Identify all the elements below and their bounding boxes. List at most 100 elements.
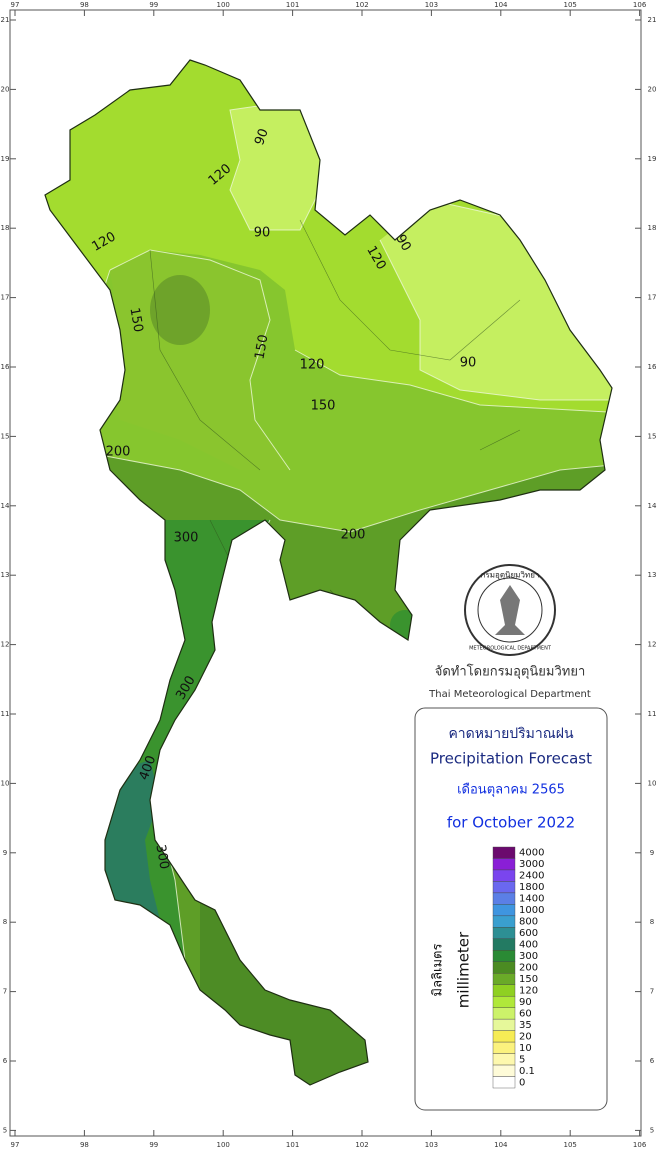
- lon-label: 103: [425, 1141, 438, 1149]
- lat-label: 15: [1, 432, 10, 440]
- agency-english: Thai Meteorological Department: [428, 689, 591, 700]
- lat-label: 13: [1, 571, 10, 579]
- legend-swatch: [492, 984, 516, 997]
- legend-label: 5: [519, 1054, 525, 1065]
- legend-label: 35: [519, 1020, 532, 1031]
- lat-label: 17: [648, 294, 657, 302]
- contour-label: 150: [126, 306, 145, 333]
- legend-swatch: [492, 1018, 516, 1031]
- legend-swatch: [492, 1053, 516, 1066]
- contour-label: 150: [252, 333, 271, 360]
- legend-swatch: [492, 973, 516, 985]
- legend-swatch: [492, 950, 516, 962]
- lon-label: 104: [494, 1141, 508, 1149]
- legend-swatch: [492, 915, 516, 928]
- lat-label: 18: [648, 224, 657, 232]
- legend-swatch: [492, 892, 516, 905]
- legend-label: 600: [519, 928, 538, 939]
- lat-label: 5: [3, 1126, 7, 1134]
- lat-label: 16: [1, 363, 10, 371]
- legend-swatch: [492, 1030, 516, 1043]
- unit-thai: มิลลิเมตร: [431, 944, 446, 997]
- contour-label: 150: [311, 399, 336, 414]
- legend-swatch: [492, 869, 516, 882]
- lat-label: 21: [1, 16, 10, 24]
- lat-label: 11: [1, 710, 10, 718]
- legend-swatch: [492, 995, 516, 1008]
- lat-label: 11: [648, 710, 657, 718]
- legend-swatch: [492, 938, 516, 951]
- legend-swatch: [492, 1064, 516, 1077]
- lon-label: 106: [633, 1, 647, 9]
- contour-label: 90: [252, 127, 272, 148]
- contour-labels: 9012090120150150120150901209020020030030…: [89, 127, 476, 871]
- seal: กรมอุตุนิยมวิทยา METEOROLOGICAL DEPARTME…: [464, 564, 556, 656]
- lon-label: 100: [217, 1141, 230, 1149]
- lon-label: 98: [80, 1141, 89, 1149]
- legend-swatch: [492, 881, 516, 894]
- contour-label: 300: [174, 531, 199, 546]
- lon-label: 98: [80, 1, 89, 9]
- legend-swatch: [492, 1007, 516, 1020]
- legend-period-english: for October 2022: [447, 814, 575, 832]
- lat-label: 9: [650, 849, 654, 857]
- contour-label: 200: [341, 528, 366, 543]
- lat-label: 17: [1, 294, 10, 302]
- lat-label: 13: [648, 571, 657, 579]
- lon-label: 104: [494, 1, 508, 9]
- lon-label: 106: [633, 1141, 647, 1149]
- legend-label: 3000: [519, 859, 544, 870]
- lon-label: 102: [355, 1141, 368, 1149]
- legend-swatch: [492, 846, 516, 859]
- map-frame: [9, 9, 642, 1137]
- legend-label: 2400: [519, 871, 544, 882]
- lat-label: 12: [648, 641, 657, 649]
- lat-label: 14: [1, 502, 10, 510]
- contour-label: 300: [152, 843, 171, 870]
- legend-label: 0: [519, 1077, 525, 1088]
- lat-label: 14: [648, 502, 657, 510]
- lat-label: 8: [3, 918, 7, 926]
- lat-label: 10: [648, 779, 657, 787]
- legend-label: 1000: [519, 905, 544, 916]
- lon-label: 100: [217, 1, 230, 9]
- lat-label: 6: [650, 1057, 655, 1065]
- lon-label: 99: [149, 1141, 158, 1149]
- lat-label: 20: [648, 85, 657, 93]
- legend: คาดหมายปริมาณฝน Precipitation Forecast เ…: [414, 707, 608, 1111]
- lon-label: 101: [286, 1, 299, 9]
- lat-label: 6: [3, 1057, 8, 1065]
- legend-swatch: [492, 961, 516, 974]
- lon-label: 105: [564, 1141, 577, 1149]
- lon-label: 103: [425, 1, 438, 9]
- lon-label: 99: [149, 1, 158, 9]
- legend-label: 10: [519, 1043, 532, 1054]
- lat-label: 8: [650, 918, 654, 926]
- legend-title-english: Precipitation Forecast: [430, 750, 592, 768]
- legend-label: 20: [519, 1031, 532, 1042]
- legend-period-thai: เดือนตุลาคม 2565: [457, 782, 565, 798]
- lat-label: 18: [1, 224, 10, 232]
- lat-label: 16: [648, 363, 657, 371]
- lat-label: 19: [648, 155, 657, 163]
- legend-label: 120: [519, 985, 538, 996]
- lat-label: 5: [650, 1126, 654, 1134]
- lat-label: 9: [3, 849, 7, 857]
- seal-thai: กรมอุตุนิยมวิทยา: [481, 571, 540, 580]
- contour-label: 120: [300, 358, 325, 373]
- lat-label: 19: [1, 155, 10, 163]
- legend-swatch: [492, 1076, 516, 1089]
- legend-label: 60: [519, 1008, 532, 1019]
- lat-label: 10: [1, 779, 10, 787]
- contour-label: 90: [254, 226, 271, 241]
- legend-label: 1800: [519, 882, 544, 893]
- legend-title-thai: คาดหมายปริมาณฝน: [448, 726, 574, 742]
- contour-label: 90: [460, 356, 477, 371]
- lon-label: 102: [355, 1, 368, 9]
- lon-label: 101: [286, 1141, 299, 1149]
- contour-label: 90: [392, 232, 413, 254]
- legend-label: 150: [519, 974, 538, 985]
- legend-swatch: [492, 1041, 516, 1054]
